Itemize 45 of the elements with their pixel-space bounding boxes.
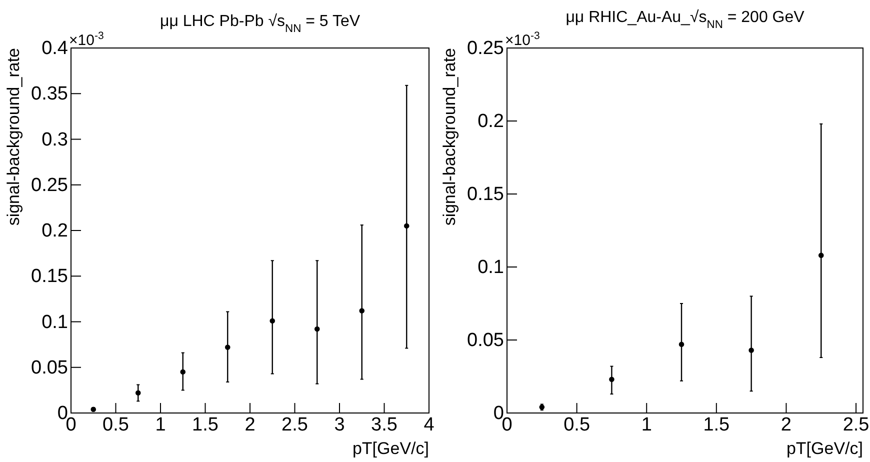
y-axis-title: signal-background_rate xyxy=(4,48,23,226)
annotation: ×10$^{-3}$ xyxy=(505,30,540,49)
y-tick-label: 0.1 xyxy=(42,312,68,333)
y-tick-label: 0.35 xyxy=(31,84,68,105)
x-tick-label: 1 xyxy=(641,414,652,436)
y-tick-label: 0.25 xyxy=(31,174,68,196)
x-tick-label: 2 xyxy=(244,414,256,436)
chart-title: μμ LHC Pb-Pb √s$_{NN}$ = 5 TeV xyxy=(160,13,360,35)
y-tick-label: 0.4 xyxy=(42,38,68,60)
y-tick-label: 0.1 xyxy=(478,257,504,278)
y-tick-label: 0.05 xyxy=(467,330,504,352)
point xyxy=(609,376,614,382)
point xyxy=(404,223,410,229)
x-tick-label: 1 xyxy=(155,414,166,436)
y-tick-label: 0.2 xyxy=(42,220,68,242)
x-tick-label: 2 xyxy=(780,414,792,436)
x-tick-label: 0.5 xyxy=(102,414,129,436)
y-tick-label: 0.3 xyxy=(42,129,68,150)
x-tick-label: 1.5 xyxy=(703,414,730,436)
x-tick-label: 3 xyxy=(334,414,345,436)
x-tick-label: 1.5 xyxy=(192,414,218,436)
x-tick-label: 4 xyxy=(424,414,435,436)
x-tick-label: 2.5 xyxy=(282,414,308,436)
y-tick-label: 0.2 xyxy=(478,111,504,132)
y-tick-label: 0.15 xyxy=(31,266,68,288)
x-axis-title: pT[GeV/c] xyxy=(352,439,429,458)
point xyxy=(224,344,230,350)
x-tick-label: 2.5 xyxy=(842,414,870,436)
point xyxy=(359,308,365,314)
y-axis-title: signal-background_rate xyxy=(440,48,459,226)
y-tick-label: 0.15 xyxy=(467,184,504,206)
point xyxy=(748,348,754,353)
annotation: ×10$^{-3}$ xyxy=(69,30,104,49)
x-axis-title: pT[GeV/c] xyxy=(786,439,863,458)
point xyxy=(270,318,276,324)
y-tick-label: 0.05 xyxy=(31,357,68,378)
y-tick-label: 0.25 xyxy=(467,38,504,60)
point xyxy=(314,326,320,332)
point xyxy=(180,369,186,375)
point xyxy=(818,252,824,258)
x-tick-label: 0.5 xyxy=(564,414,590,436)
chart-title: μμ RHIC_Au-Au_√s$_{NN}$ = 200 GeV xyxy=(566,9,805,31)
point xyxy=(135,390,141,396)
point xyxy=(678,342,684,348)
x-tick-label: 3.5 xyxy=(371,414,398,436)
